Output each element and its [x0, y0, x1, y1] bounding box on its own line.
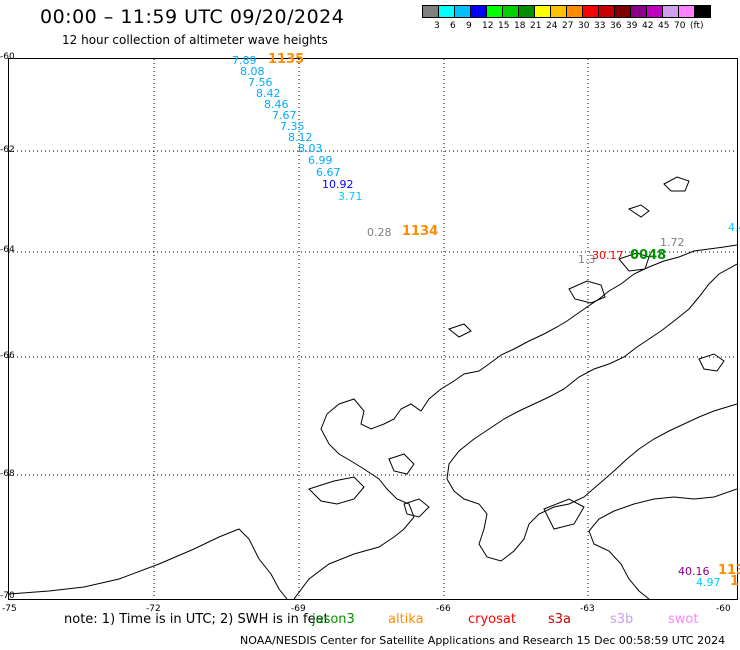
- satellite-jason3: jason3: [312, 612, 355, 627]
- legend-label: 3: [434, 21, 440, 31]
- lat-label: -62: [0, 145, 15, 155]
- legend-label: 12: [482, 21, 494, 31]
- legend-label: (ft): [690, 21, 704, 31]
- lat-label: -70: [0, 591, 15, 601]
- lon-label: -75: [2, 604, 17, 614]
- legend-label: 24: [546, 21, 558, 31]
- wave-height-label: 40.16: [678, 565, 710, 578]
- legend-swatch: [502, 5, 519, 18]
- legend-label: 21: [530, 21, 542, 31]
- legend-label: 33: [594, 21, 606, 31]
- satellite-altika: altika: [388, 612, 424, 627]
- wave-height-label: 8.03: [298, 142, 323, 155]
- legend-label: 36: [610, 21, 622, 31]
- graticule: [9, 59, 737, 599]
- legend-swatch: [630, 5, 647, 18]
- legend-label: 6: [450, 21, 456, 31]
- legend-swatch: [598, 5, 615, 18]
- wave-height-label: 30.17: [592, 249, 624, 262]
- legend-swatch: [454, 5, 471, 18]
- wave-height-label: 0.28: [367, 226, 392, 239]
- wave-height-label: 8.42: [256, 87, 281, 100]
- map-title: 00:00 – 11:59 UTC 09/20/2024: [40, 6, 345, 28]
- wave-height-label: 4.97: [696, 576, 721, 589]
- lon-label: -60: [716, 604, 731, 614]
- wave-height-label: 7.67: [272, 109, 297, 122]
- legend-label: 27: [562, 21, 574, 31]
- legend-label: 30: [578, 21, 590, 31]
- wave-height-label: 6.99: [308, 154, 333, 167]
- wave-height-label: 1.3: [578, 253, 596, 266]
- legend-swatch: [582, 5, 599, 18]
- lon-label: -63: [580, 604, 595, 614]
- legend-swatch: [422, 5, 439, 18]
- legend-swatch: [550, 5, 567, 18]
- legend-swatch: [614, 5, 631, 18]
- satellite-cryosat: cryosat: [468, 612, 516, 627]
- wave-height-label: 10.92: [322, 178, 354, 191]
- units-note: note: 1) Time is in UTC; 2) SWH is in fe…: [64, 612, 329, 627]
- pass-id-label: 1135: [268, 52, 305, 67]
- legend-label: 42: [642, 21, 654, 31]
- legend-swatch: [438, 5, 455, 18]
- legend-label: 15: [498, 21, 510, 31]
- legend-swatch: [646, 5, 663, 18]
- legend-label: 39: [626, 21, 638, 31]
- lon-label: -72: [146, 604, 161, 614]
- wave-height-label: 4.4: [728, 221, 740, 234]
- coastline: [9, 176, 737, 599]
- pass-id-label: 1134: [402, 224, 439, 239]
- legend-swatch: [662, 5, 679, 18]
- credit-line: NOAA/NESDIS Center for Satellite Applica…: [240, 634, 726, 647]
- map-frame: [8, 58, 738, 600]
- legend-label: 18: [514, 21, 526, 31]
- wave-height-label: 7.35: [280, 120, 305, 133]
- wave-height-label: 6.67: [316, 166, 341, 179]
- lat-label: -66: [0, 351, 15, 361]
- legend-swatch: [470, 5, 487, 18]
- lat-label: -64: [0, 245, 15, 255]
- pass-id-label: 113: [718, 563, 740, 578]
- wave-height-label: 1.72: [660, 236, 685, 249]
- satellite-s3b: s3b: [610, 612, 634, 627]
- legend-swatch: [534, 5, 551, 18]
- wave-height-label: 8.46: [264, 98, 289, 111]
- legend-label: 9: [466, 21, 472, 31]
- lat-label: -68: [0, 469, 15, 479]
- lon-label: -66: [436, 604, 451, 614]
- satellite-swot: swot: [668, 612, 699, 627]
- legend-swatch: [694, 5, 711, 18]
- wave-height-label: 8.08: [240, 65, 265, 78]
- wave-height-label: 8.12: [288, 131, 313, 144]
- legend-swatch: [566, 5, 583, 18]
- legend-label: 70: [674, 21, 686, 31]
- pass-id-label: 0048: [630, 248, 667, 263]
- lat-label: -60: [0, 52, 15, 62]
- legend-swatches: [422, 5, 711, 18]
- pass-id-label: 1: [730, 574, 740, 589]
- legend-swatch: [678, 5, 695, 18]
- wave-height-label: 7.56: [248, 76, 273, 89]
- legend-swatch: [486, 5, 503, 18]
- map-canvas: [9, 59, 737, 599]
- wave-height-label: 7.89: [232, 54, 257, 67]
- color-legend: 3 6 9 12 15 18 21 24 27 30 33 36 39 42 45 70 (ft): [422, 5, 711, 31]
- map-subtitle: 12 hour collection of altimeter wave hei…: [62, 33, 328, 47]
- satellite-s3a: s3a: [548, 612, 572, 627]
- lon-label: -69: [291, 604, 306, 614]
- legend-swatch: [518, 5, 535, 18]
- legend-label: 45: [658, 21, 670, 31]
- wave-height-label: 3.71: [338, 190, 363, 203]
